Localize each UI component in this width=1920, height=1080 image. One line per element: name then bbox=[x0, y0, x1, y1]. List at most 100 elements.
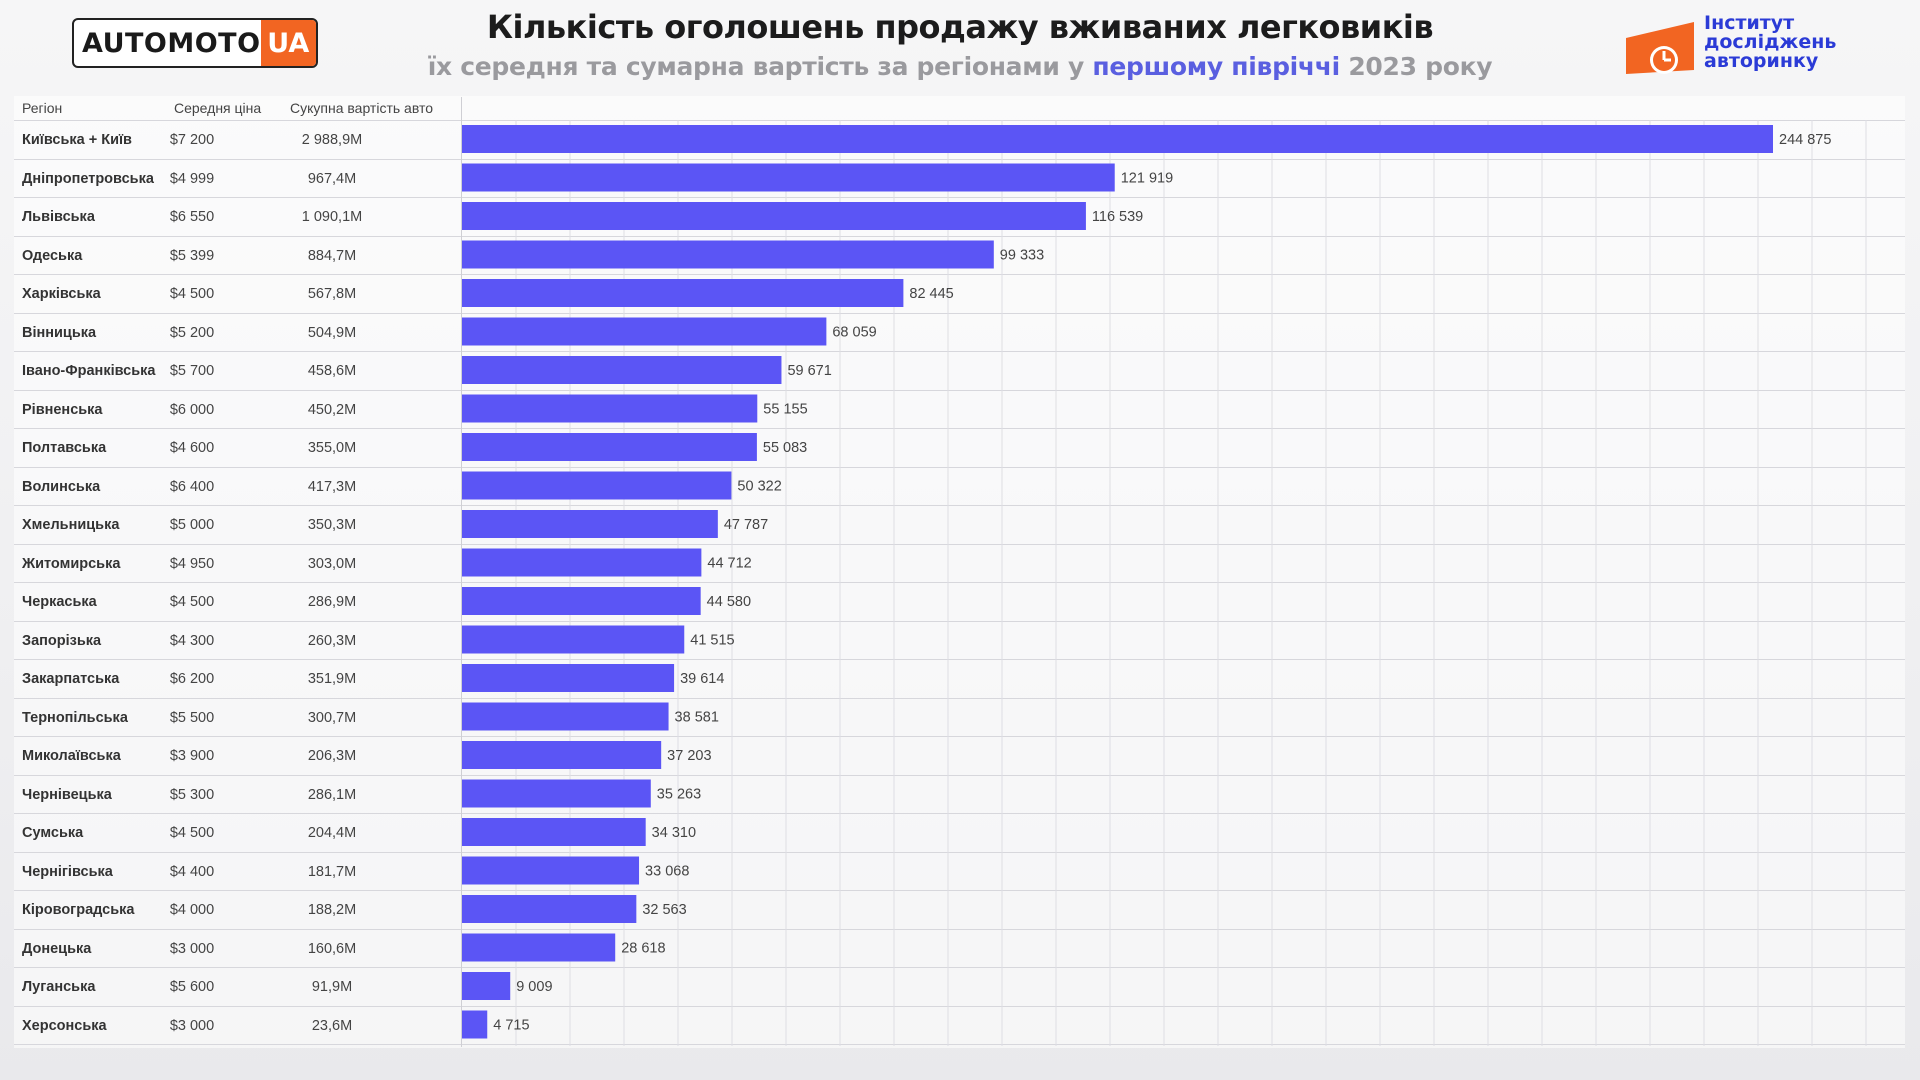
table-row: Закарпатська $6 200 351,9M bbox=[14, 659, 1905, 698]
avg-price-cell: $4 400 bbox=[169, 863, 215, 880]
subtitle-post: 2023 року bbox=[1339, 52, 1493, 81]
table-row: Донецька $3 000 160,6M bbox=[14, 928, 1905, 968]
total-value-cell: 350,3M bbox=[307, 517, 357, 533]
region-name: Херсонська bbox=[22, 1017, 107, 1034]
bar-value-label: 35 263 bbox=[657, 787, 701, 803]
bar bbox=[462, 818, 646, 846]
bar-value-label: 33 068 bbox=[645, 864, 689, 880]
header: AUTOMOTO UA Кількість оголошень продажу … bbox=[0, 0, 1920, 95]
bar-value-label: 244 875 bbox=[1779, 132, 1831, 148]
table-row: Херсонська $3 000 23,6M bbox=[14, 1005, 1905, 1045]
avg-price-cell: $4 999 bbox=[169, 170, 215, 187]
column-header-avg-price: Середня ціна bbox=[174, 100, 262, 116]
table-row: Київська + Київ $7 200 2 988,9M bbox=[14, 120, 1905, 159]
chart-title: Кількість оголошень продажу вживаних лег… bbox=[486, 8, 1434, 46]
bar-value-label: 121 919 bbox=[1121, 171, 1173, 187]
total-value-cell: 303,0M bbox=[307, 555, 357, 572]
bar bbox=[462, 587, 701, 615]
table-row: Вінницька $5 200 504,9M bbox=[14, 312, 1905, 352]
bar-value-label: 32 563 bbox=[642, 902, 686, 918]
region-name: Рівненська bbox=[22, 401, 103, 418]
table-row: Хмельницька $5 000 350,3M bbox=[14, 505, 1905, 544]
bar bbox=[462, 510, 718, 538]
table-row: Луганська $5 600 91,9M bbox=[14, 967, 1905, 1006]
avg-price-cell: $5 500 bbox=[169, 709, 215, 726]
table-row: Кіровоградська $4 000 188,2M bbox=[14, 890, 1905, 929]
region-name: Миколаївська bbox=[22, 748, 121, 764]
total-value-cell: 181,7M bbox=[307, 863, 357, 880]
avg-price-cell: $5 399 bbox=[169, 247, 215, 264]
table-row: Полтавська $4 600 355,0M bbox=[14, 428, 1905, 467]
region-name: Одеська bbox=[22, 247, 83, 264]
table-row: Запорізька $4 300 260,3M bbox=[14, 620, 1905, 660]
region-name: Івано-Франківська bbox=[22, 363, 156, 379]
subtitle-highlight: першому півріччі bbox=[1092, 52, 1340, 81]
bar bbox=[462, 664, 675, 692]
table-row: Чернігівська $4 400 181,7M bbox=[14, 851, 1905, 891]
bar bbox=[462, 125, 1773, 153]
region-name: Волинська bbox=[22, 478, 101, 495]
institute-line-2: досліджень bbox=[1704, 31, 1837, 53]
table-row: Харківська $4 500 567,8M bbox=[14, 274, 1905, 313]
total-value-cell: 355,0M bbox=[307, 440, 357, 456]
bar-value-label: 99 333 bbox=[1000, 248, 1044, 264]
bar-value-label: 39 614 bbox=[680, 671, 724, 687]
bar-value-label: 55 155 bbox=[763, 402, 807, 418]
bar bbox=[462, 433, 757, 461]
region-name: Сумська bbox=[22, 825, 84, 841]
bar bbox=[462, 163, 1115, 192]
avg-price-cell: $3 000 bbox=[169, 940, 215, 957]
institute-flag-icon bbox=[1626, 22, 1694, 74]
avg-price-cell: $4 500 bbox=[169, 286, 215, 302]
bar-value-label: 4 715 bbox=[493, 1018, 529, 1034]
avg-price-cell: $6 550 bbox=[169, 209, 215, 225]
avg-price-cell: $4 950 bbox=[169, 555, 215, 572]
avg-price-cell: $5 700 bbox=[169, 363, 215, 379]
bar bbox=[462, 972, 511, 1000]
table-row: Тернопільська $5 500 300,7M bbox=[14, 697, 1905, 737]
bar-value-label: 68 059 bbox=[832, 325, 876, 341]
bar bbox=[462, 356, 782, 384]
bar bbox=[462, 279, 904, 307]
region-name: Кіровоградська bbox=[22, 902, 135, 918]
avg-price-cell: $4 000 bbox=[169, 902, 215, 918]
institute-line-1: Інститут bbox=[1704, 12, 1795, 34]
bar bbox=[462, 394, 758, 423]
table-row: Сумська $4 500 204,4M bbox=[14, 813, 1905, 852]
bar bbox=[462, 317, 827, 346]
column-header-region: Регіон bbox=[22, 100, 63, 116]
bar bbox=[462, 895, 637, 923]
bar bbox=[462, 625, 685, 654]
total-value-cell: 300,7M bbox=[307, 709, 357, 726]
total-value-cell: 2 988,9M bbox=[301, 132, 363, 148]
region-name: Запорізька bbox=[22, 632, 102, 649]
bar-value-label: 28 618 bbox=[621, 941, 665, 957]
bar bbox=[462, 240, 994, 269]
avg-price-cell: $4 600 bbox=[169, 440, 215, 456]
region-name: Житомирська bbox=[22, 555, 121, 572]
table-row: Волинська $6 400 417,3M bbox=[14, 466, 1905, 506]
region-name: Харківська bbox=[22, 286, 101, 302]
bar bbox=[462, 779, 651, 808]
total-value-cell: 188,2M bbox=[307, 902, 357, 918]
bar-value-label: 47 787 bbox=[724, 517, 768, 533]
region-name: Чернігівська bbox=[22, 863, 113, 880]
table-row: Рівненська $6 000 450,2M bbox=[14, 389, 1905, 429]
avg-price-cell: $3 000 bbox=[169, 1017, 215, 1034]
region-name: Київська + Київ bbox=[22, 132, 132, 148]
total-value-cell: 967,4M bbox=[307, 170, 357, 187]
region-name: Тернопільська bbox=[22, 709, 128, 726]
bar-value-label: 82 445 bbox=[909, 286, 953, 302]
total-value-cell: 23,6M bbox=[311, 1017, 353, 1034]
table-row: Дніпропетровська $4 999 967,4M bbox=[14, 158, 1905, 198]
bar-value-label: 55 083 bbox=[763, 440, 807, 456]
bar bbox=[462, 548, 702, 577]
region-name: Закарпатська bbox=[22, 671, 120, 687]
table-chart-divider bbox=[461, 97, 462, 1047]
region-name: Хмельницька bbox=[22, 517, 120, 533]
bar-value-label: 44 712 bbox=[707, 556, 751, 572]
total-value-cell: 286,9M bbox=[307, 594, 357, 610]
region-name: Львівська bbox=[22, 209, 95, 225]
bar-value-label: 41 515 bbox=[690, 633, 734, 649]
